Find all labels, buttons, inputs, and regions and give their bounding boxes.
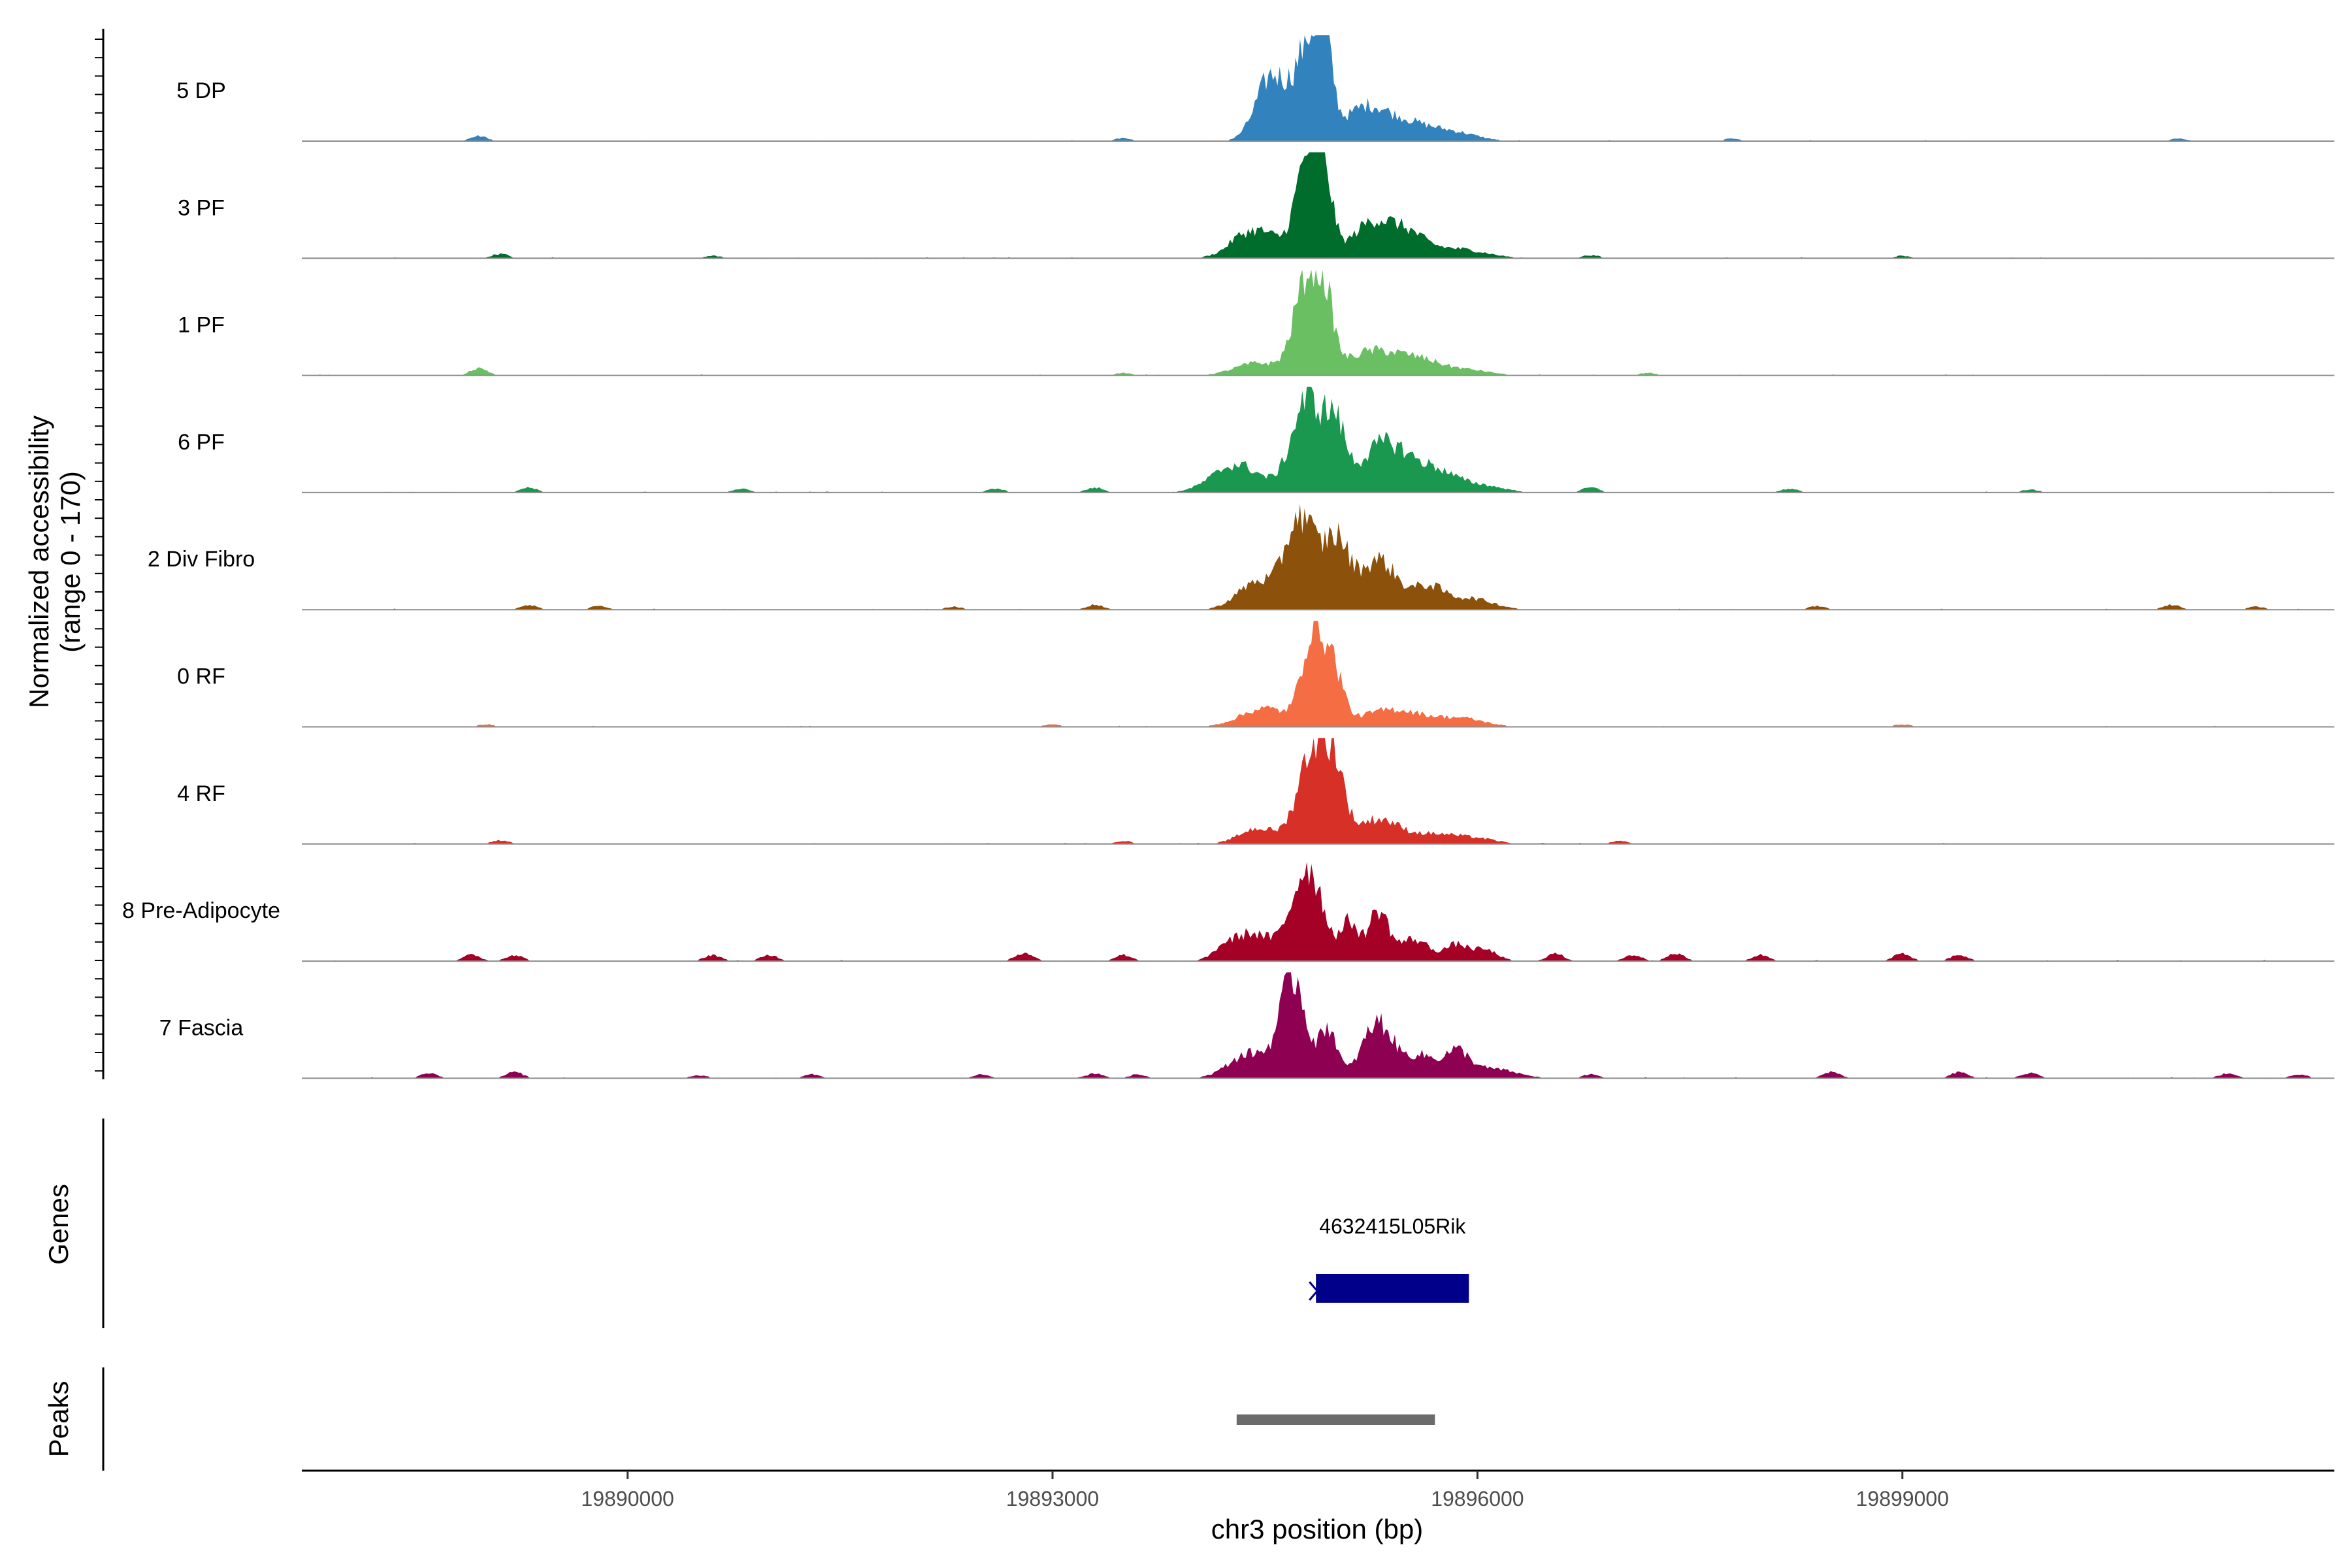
track-0-rf: 0 RF (177, 621, 2334, 728)
x-axis-title: chr3 position (bp) (1211, 1514, 1424, 1544)
track-5-dp: 5 DP (176, 35, 2334, 142)
track-3-pf: 3 PF (178, 152, 2334, 259)
x-tick-label: 19890000 (581, 1487, 674, 1511)
coverage-y-axis-ticks (95, 39, 103, 1072)
x-tick-label: 19893000 (1006, 1487, 1099, 1511)
track-label: 6 PF (178, 430, 225, 455)
track-label: 5 DP (176, 78, 226, 103)
gene-strand-arrow (1309, 1281, 1319, 1301)
coverage-area (302, 972, 2334, 1079)
track-7-fascia: 7 Fascia (159, 972, 2334, 1079)
coverage-area (302, 738, 2334, 844)
track-label: 3 PF (178, 195, 225, 220)
y-axis-title-line2: (range 0 - 170) (55, 471, 86, 653)
coverage-area (302, 269, 2334, 376)
coverage-area (302, 862, 2334, 962)
track-label: 4 RF (177, 781, 225, 806)
y-axis-title-line1: Normalized accessibility (24, 416, 54, 708)
gene-body (1316, 1274, 1469, 1303)
track-label: 7 Fascia (159, 1015, 244, 1040)
track-6-pf: 6 PF (178, 386, 2334, 493)
track-label: 1 PF (178, 313, 225, 338)
track-label: 8 Pre-Adipocyte (122, 898, 280, 923)
coverage-area (302, 152, 2334, 259)
track-label: 0 RF (177, 664, 225, 689)
genes-track: 4632415L05Rik (1309, 1215, 1469, 1303)
coverage-area (302, 35, 2334, 141)
track-2-div-fibro: 2 Div Fibro (148, 504, 2334, 611)
gene-label: 4632415L05Rik (1319, 1215, 1466, 1238)
x-tick-label: 19896000 (1431, 1487, 1524, 1511)
track-8-pre-adipocyte: 8 Pre-Adipocyte (122, 862, 2334, 962)
x-axis-ticks: 19890000 19893000 19896000 19899000 (581, 1471, 1949, 1511)
track-1-pf: 1 PF (178, 269, 2334, 376)
peaks-track (1236, 1414, 1435, 1425)
peak-region (1236, 1414, 1435, 1425)
coverage-area (302, 621, 2334, 727)
track-4-rf: 4 RF (177, 738, 2334, 845)
coverage-area (302, 504, 2334, 610)
coverage-tracks: 5 DP 3 PF 1 PF 6 PF 2 Div Fibro 0 RF 4 RF 8 Pre… (122, 35, 2334, 1079)
coverage-area (302, 386, 2334, 493)
peaks-panel-title: Peaks (43, 1381, 74, 1458)
x-tick-label: 19899000 (1856, 1487, 1949, 1511)
track-label: 2 Div Fibro (148, 547, 255, 572)
genes-panel-title: Genes (43, 1184, 74, 1265)
